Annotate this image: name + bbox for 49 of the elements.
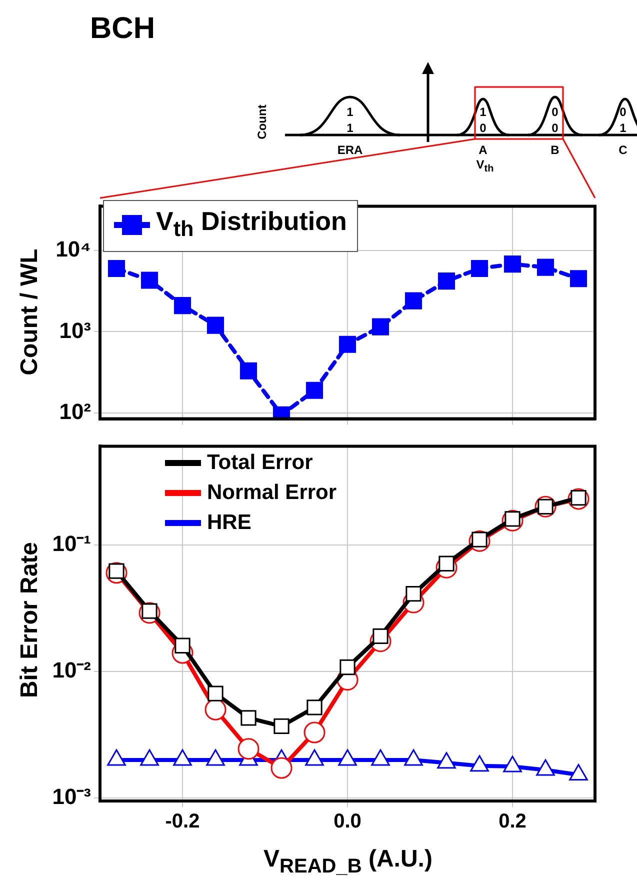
point	[438, 272, 456, 290]
point	[536, 759, 555, 776]
point	[569, 764, 588, 781]
point	[404, 749, 423, 766]
point	[208, 686, 224, 702]
point	[504, 256, 522, 273]
point	[107, 749, 126, 766]
point	[372, 318, 390, 336]
point	[206, 749, 225, 766]
point	[174, 638, 190, 654]
chart-title: BCH	[90, 12, 155, 46]
legend-label: V$_{th}$ Distribution	[156, 205, 347, 244]
point	[240, 362, 258, 380]
legend-label: Normal Error	[207, 480, 337, 506]
x-tick-label: 0.2	[498, 810, 526, 833]
point	[108, 260, 126, 278]
legend-label: Total Error	[207, 450, 313, 476]
point	[536, 258, 554, 276]
y-tick-label: 10³	[59, 318, 91, 343]
y-tick-label: 10⁻¹	[52, 530, 91, 556]
point	[140, 749, 159, 766]
point	[174, 297, 192, 314]
x-tick-label: 0.0	[334, 810, 362, 833]
y-axis-title: Bit Error Rate	[16, 542, 44, 698]
y-tick-label: 10⁻²	[52, 658, 91, 683]
point	[173, 749, 192, 766]
point	[470, 260, 488, 278]
distribution-sketch: Count 1 1 1 0 0 0 0 1 ERA A B C V$_{th}$	[90, 60, 637, 200]
point	[503, 756, 522, 772]
point	[371, 749, 390, 766]
x-axis-title: V$_{READ_B}$ (A.U.)	[264, 846, 432, 878]
y-tick-label: 10⁻³	[52, 784, 91, 810]
legend-label: HRE	[207, 510, 252, 536]
point	[306, 382, 324, 399]
point	[570, 270, 588, 288]
point	[338, 336, 356, 353]
point	[404, 292, 422, 310]
point	[338, 749, 357, 766]
point	[140, 272, 158, 289]
point	[305, 749, 324, 766]
point	[470, 755, 489, 772]
point	[437, 752, 456, 769]
y-axis-title: Count / WL	[16, 248, 44, 376]
x-tick-label: -0.2	[165, 810, 200, 833]
point	[406, 586, 422, 602]
point	[206, 316, 224, 334]
point	[340, 659, 356, 676]
y-tick-label: 10⁴	[56, 236, 91, 262]
y-tick-label: 10²	[59, 399, 91, 424]
